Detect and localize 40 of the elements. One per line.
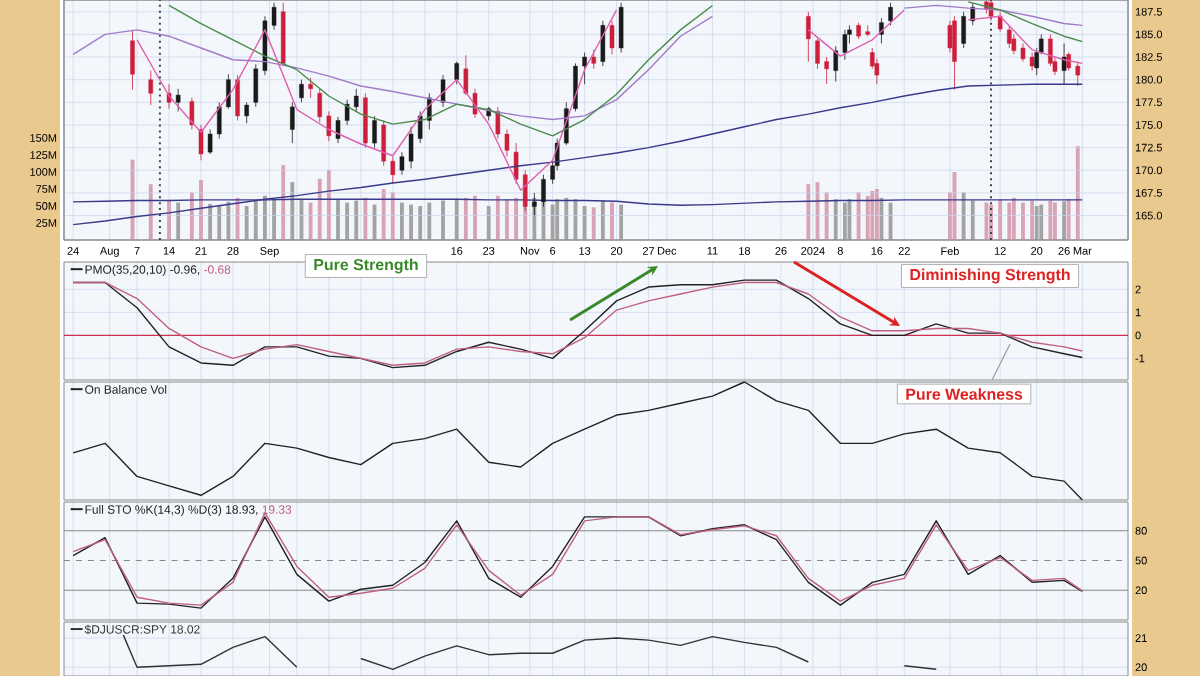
candlestick <box>824 56 829 85</box>
candlestick <box>1061 43 1067 85</box>
candlestick <box>815 38 820 70</box>
candlestick <box>372 115 377 149</box>
candlestick <box>244 101 249 124</box>
candlestick <box>217 101 222 139</box>
candlestick <box>454 61 459 85</box>
candlestick <box>148 70 154 106</box>
candlestick <box>997 11 1003 33</box>
candlestick <box>299 79 304 103</box>
candlestick <box>354 88 359 112</box>
candlestick <box>326 110 332 142</box>
candlestick <box>961 11 966 49</box>
candlestick <box>207 129 213 155</box>
candlestick <box>600 20 606 67</box>
candlestick <box>1075 61 1081 87</box>
candlestick <box>381 120 386 167</box>
candlestick <box>175 88 181 112</box>
candlestick <box>1048 34 1053 67</box>
candlestick <box>591 49 596 70</box>
candlestick <box>390 156 396 185</box>
candlestick <box>226 73 231 110</box>
candlestick <box>833 45 838 82</box>
candlestick <box>198 124 204 161</box>
candlestick <box>290 101 295 144</box>
candlestick <box>189 97 195 130</box>
candlestick <box>888 2 893 26</box>
candlestick <box>130 29 135 91</box>
candlestick <box>842 29 848 61</box>
candlestick <box>1007 24 1012 49</box>
candlestick <box>317 88 322 123</box>
candlestick <box>582 52 587 85</box>
candlestick <box>952 15 957 91</box>
candlestick <box>513 142 519 185</box>
candlestick <box>363 92 368 149</box>
candlestick <box>618 2 624 53</box>
candlestick <box>235 74 240 121</box>
candlestick <box>806 11 811 62</box>
candlestick <box>308 77 313 99</box>
candlestick <box>609 20 615 55</box>
